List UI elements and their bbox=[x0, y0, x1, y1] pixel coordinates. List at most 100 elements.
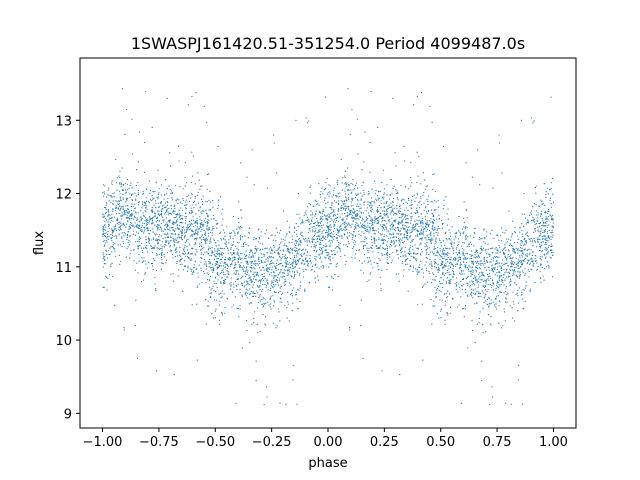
data-point bbox=[438, 253, 441, 255]
data-point bbox=[317, 241, 319, 243]
data-point bbox=[361, 195, 363, 197]
data-point bbox=[462, 254, 465, 256]
data-point bbox=[194, 260, 196, 263]
data-point bbox=[155, 217, 158, 220]
data-point bbox=[106, 211, 108, 214]
data-point bbox=[430, 282, 433, 284]
data-point bbox=[372, 219, 374, 222]
data-point bbox=[186, 245, 188, 247]
data-point bbox=[185, 217, 187, 219]
data-point bbox=[145, 206, 147, 208]
data-point bbox=[548, 209, 550, 211]
data-point bbox=[318, 230, 320, 232]
data-point bbox=[346, 218, 348, 220]
data-point bbox=[472, 292, 474, 294]
data-point bbox=[187, 224, 189, 226]
data-point bbox=[517, 261, 519, 263]
data-point bbox=[167, 232, 169, 234]
data-point bbox=[463, 217, 465, 220]
data-point bbox=[297, 244, 299, 246]
data-point bbox=[105, 263, 107, 265]
data-point bbox=[157, 227, 159, 229]
data-point bbox=[495, 289, 497, 291]
data-point bbox=[124, 210, 126, 212]
data-point bbox=[384, 220, 386, 222]
data-point bbox=[237, 231, 240, 233]
data-point bbox=[367, 230, 369, 232]
data-point bbox=[332, 257, 334, 259]
data-point bbox=[331, 196, 333, 198]
data-point bbox=[259, 331, 261, 333]
data-point bbox=[116, 201, 118, 203]
data-point bbox=[111, 229, 113, 231]
data-point bbox=[378, 268, 380, 271]
data-point bbox=[407, 202, 409, 204]
data-point bbox=[205, 239, 207, 241]
data-point bbox=[435, 239, 437, 241]
data-point bbox=[350, 205, 352, 207]
data-point bbox=[463, 222, 465, 224]
data-point bbox=[482, 292, 484, 294]
data-point bbox=[526, 242, 528, 244]
data-point bbox=[158, 224, 160, 226]
data-point bbox=[528, 253, 530, 255]
data-point bbox=[438, 289, 441, 291]
data-point bbox=[195, 243, 197, 245]
data-point bbox=[172, 228, 174, 230]
data-point bbox=[259, 248, 262, 250]
data-point bbox=[513, 251, 515, 253]
data-point bbox=[186, 230, 188, 233]
data-point bbox=[237, 257, 239, 259]
data-point bbox=[344, 226, 346, 229]
data-point bbox=[325, 225, 328, 227]
data-point bbox=[536, 262, 538, 264]
data-point bbox=[228, 242, 230, 244]
data-point bbox=[547, 250, 549, 252]
data-point bbox=[269, 248, 271, 250]
data-point bbox=[212, 285, 214, 287]
data-point bbox=[119, 170, 121, 172]
data-point bbox=[547, 253, 549, 255]
data-point bbox=[514, 231, 516, 234]
data-point bbox=[253, 236, 255, 239]
data-point bbox=[498, 300, 500, 302]
data-point bbox=[510, 260, 512, 262]
data-point bbox=[316, 249, 318, 252]
data-point bbox=[155, 252, 157, 254]
data-point bbox=[521, 253, 524, 255]
data-point bbox=[151, 265, 154, 267]
data-point bbox=[337, 262, 339, 264]
data-point bbox=[182, 188, 184, 190]
data-point bbox=[399, 244, 401, 246]
data-point bbox=[429, 239, 431, 241]
data-point bbox=[446, 254, 449, 256]
data-point bbox=[155, 269, 158, 271]
data-point bbox=[540, 281, 542, 283]
data-point bbox=[245, 243, 247, 246]
data-point bbox=[367, 261, 369, 263]
data-point bbox=[388, 233, 391, 235]
data-point bbox=[347, 240, 350, 243]
data-point bbox=[461, 228, 463, 230]
data-point bbox=[244, 293, 246, 295]
data-point bbox=[445, 282, 447, 284]
data-point bbox=[525, 233, 527, 235]
data-point bbox=[408, 253, 411, 256]
data-point bbox=[297, 308, 299, 310]
data-point bbox=[166, 251, 169, 254]
data-point bbox=[280, 276, 282, 278]
data-point bbox=[156, 210, 158, 212]
data-point bbox=[532, 251, 534, 253]
data-point bbox=[234, 257, 236, 259]
data-point bbox=[241, 236, 243, 238]
data-point bbox=[407, 209, 409, 212]
data-point bbox=[422, 232, 424, 234]
data-point bbox=[452, 264, 454, 266]
data-point bbox=[350, 233, 352, 235]
data-point bbox=[462, 251, 464, 253]
data-point bbox=[443, 244, 446, 246]
data-point bbox=[229, 232, 231, 234]
data-point bbox=[346, 215, 348, 218]
data-point bbox=[476, 302, 478, 304]
data-point bbox=[199, 237, 201, 239]
